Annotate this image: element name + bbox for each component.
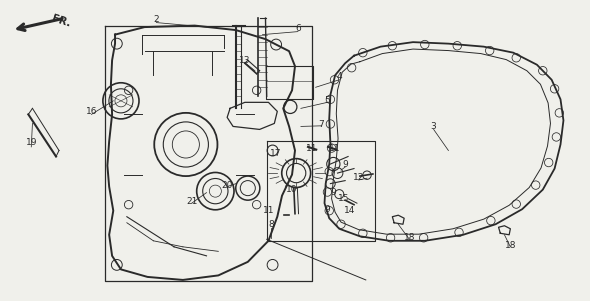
Text: 17: 17 <box>270 149 282 158</box>
Text: FR.: FR. <box>50 13 71 29</box>
Text: 9: 9 <box>342 160 348 169</box>
Text: 5: 5 <box>324 96 330 105</box>
Text: 6: 6 <box>295 24 301 33</box>
Text: 21: 21 <box>186 197 198 206</box>
Text: 18: 18 <box>504 241 516 250</box>
Text: 18: 18 <box>404 233 416 242</box>
Text: 2: 2 <box>153 15 159 24</box>
Text: 7: 7 <box>319 120 324 129</box>
Text: 12: 12 <box>353 173 365 182</box>
Text: 20: 20 <box>221 181 233 190</box>
Text: 9: 9 <box>324 205 330 214</box>
Text: 11: 11 <box>306 144 317 154</box>
Text: 19: 19 <box>25 138 37 147</box>
Text: 11: 11 <box>263 206 274 215</box>
Text: 11: 11 <box>329 144 341 153</box>
Text: 15: 15 <box>337 194 349 203</box>
Text: 14: 14 <box>344 206 356 215</box>
Text: 9: 9 <box>330 188 336 197</box>
Text: 10: 10 <box>286 185 298 194</box>
Text: 16: 16 <box>86 107 97 116</box>
Text: 4: 4 <box>336 72 342 81</box>
Text: 8: 8 <box>268 220 274 229</box>
Text: 13: 13 <box>239 56 251 65</box>
Text: 3: 3 <box>431 122 437 131</box>
